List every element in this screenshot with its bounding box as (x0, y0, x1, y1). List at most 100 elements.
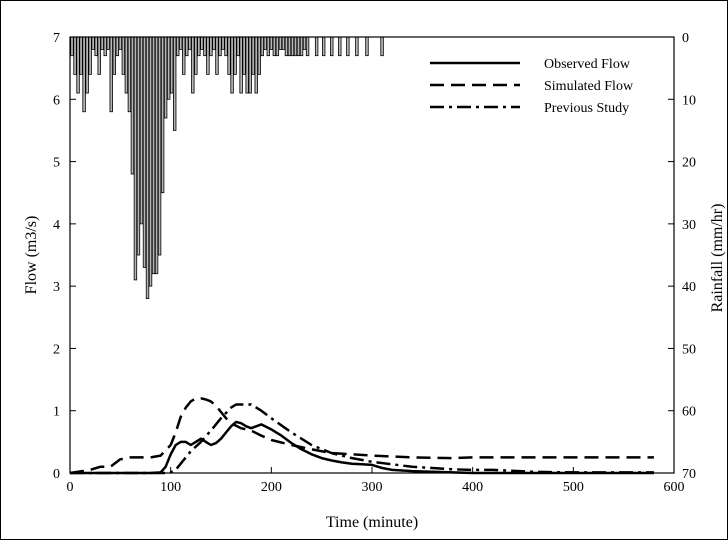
rainfall-bar (106, 36, 110, 50)
rainfall-bar (148, 36, 153, 287)
x-axis: 0 100 200 300 400 500 600 (67, 467, 685, 495)
observed-flow-line (70, 420, 654, 475)
y-tick-label: 2 (53, 342, 60, 357)
rainfall-bar (197, 36, 201, 57)
y-tick-label: 7 (53, 31, 60, 46)
flow-series (69, 397, 654, 475)
rainfall-bar (380, 36, 384, 57)
rainfall-bar (121, 36, 126, 75)
legend: Observed Flow Simulated Flow Previous St… (430, 57, 634, 116)
rainfall-bar (230, 36, 234, 94)
rainfall-bar (224, 36, 228, 57)
rainfall-bar (154, 36, 159, 275)
y-tick-label: 1 (53, 405, 60, 420)
rainfall-bar (130, 36, 135, 175)
previous-study-line (70, 403, 654, 475)
rainfall-bar (176, 36, 180, 57)
rainfall-bar (314, 36, 319, 57)
rainfall-bar (206, 36, 210, 75)
rainfall-bar (278, 36, 283, 50)
rainfall-bar (133, 36, 138, 281)
y-axis-title: Flow (m3/s) (23, 216, 40, 295)
rainfall-bar (330, 36, 334, 57)
x-axis-title: Time (minute) (326, 514, 418, 531)
rainfall-bar (365, 36, 369, 57)
x-tick-label: 600 (664, 480, 685, 495)
y-tick-label: 5 (53, 156, 60, 171)
rainfall-bar (160, 36, 165, 194)
x-tick-label: 300 (362, 480, 383, 495)
legend-label-simulated-flow: Simulated Flow (544, 79, 634, 94)
rainfall-bar (275, 36, 280, 57)
rainfall-bar (269, 36, 274, 50)
x-tick-label: 400 (462, 480, 483, 495)
y2-tick-label: 10 (682, 93, 696, 108)
y2-tick-label: 20 (682, 156, 696, 171)
rainfall-bar (239, 36, 243, 94)
rainfall-bar (263, 36, 267, 50)
rainfall-bar (338, 36, 342, 57)
rainfall-bar (115, 36, 119, 57)
rainfall-bar (136, 36, 141, 256)
rainfall-bar (109, 36, 113, 113)
rainfall-bar (296, 36, 301, 57)
rainfall-bar (293, 36, 298, 57)
rainfall-bar (321, 36, 326, 57)
rainfall-bar (302, 36, 307, 50)
rainfall-bar (355, 36, 359, 57)
rainfall-bar (236, 36, 240, 57)
y2-tick-label: 60 (682, 405, 696, 420)
rainfall-bar (266, 36, 270, 57)
rainfall-bar (233, 36, 237, 75)
rainfall-bar (251, 36, 255, 75)
rainfall-bar (188, 36, 192, 50)
legend-label-previous-study: Previous Study (544, 101, 629, 116)
rainfall-bar (70, 36, 74, 57)
rainfall-bar (299, 36, 304, 57)
rainfall-bar (100, 36, 104, 50)
rainfall-bar (254, 36, 258, 94)
rainfall-bar (91, 36, 95, 50)
rainfall-bars (70, 36, 384, 300)
y2-axis-title: Rainfall (mm/hr) (709, 204, 726, 313)
rainfall-bar (346, 36, 350, 57)
rainfall-bar (118, 36, 123, 50)
rainfall-bar (245, 36, 249, 94)
y2-tick-label: 70 (682, 467, 696, 482)
rainfall-bar (272, 36, 277, 57)
rainfall-bar (127, 36, 132, 113)
rainfall-bar (287, 36, 292, 57)
y-axis-right: 0 10 20 30 40 50 60 70 (668, 31, 696, 482)
rainfall-bar (215, 36, 219, 75)
rainfall-bar (191, 36, 195, 94)
rainfall-bar (82, 36, 86, 113)
rainfall-bar (76, 36, 80, 94)
rainfall-bar (169, 36, 174, 94)
y2-tick-label: 0 (682, 31, 689, 46)
rainfall-bar (88, 36, 92, 75)
rainfall-bar (157, 36, 162, 256)
rainfall-bar (185, 36, 189, 57)
legend-label-observed-flow: Observed Flow (544, 57, 631, 72)
y2-tick-label: 30 (682, 218, 696, 233)
y-tick-label: 4 (53, 218, 60, 233)
rainfall-bar (242, 36, 246, 75)
rainfall-bar (290, 36, 295, 57)
rainfall-bar (112, 36, 116, 75)
rainfall-bar (260, 36, 264, 57)
rainfall-bar (200, 36, 204, 50)
rainfall-bar (227, 36, 231, 75)
rainfall-bar (85, 36, 89, 94)
rainfall-bar (163, 36, 168, 119)
rainfall-bar (182, 36, 186, 75)
rainfall-bar (203, 36, 207, 57)
rainfall-bar (218, 36, 222, 57)
rainfall-bar (97, 36, 101, 75)
y-tick-label: 3 (53, 280, 60, 295)
x-tick-label: 200 (261, 480, 282, 495)
rainfall-bar (79, 36, 83, 75)
rainfall-bar (284, 36, 289, 57)
x-tick-label: 100 (160, 480, 181, 495)
rainfall-bar (305, 36, 310, 57)
